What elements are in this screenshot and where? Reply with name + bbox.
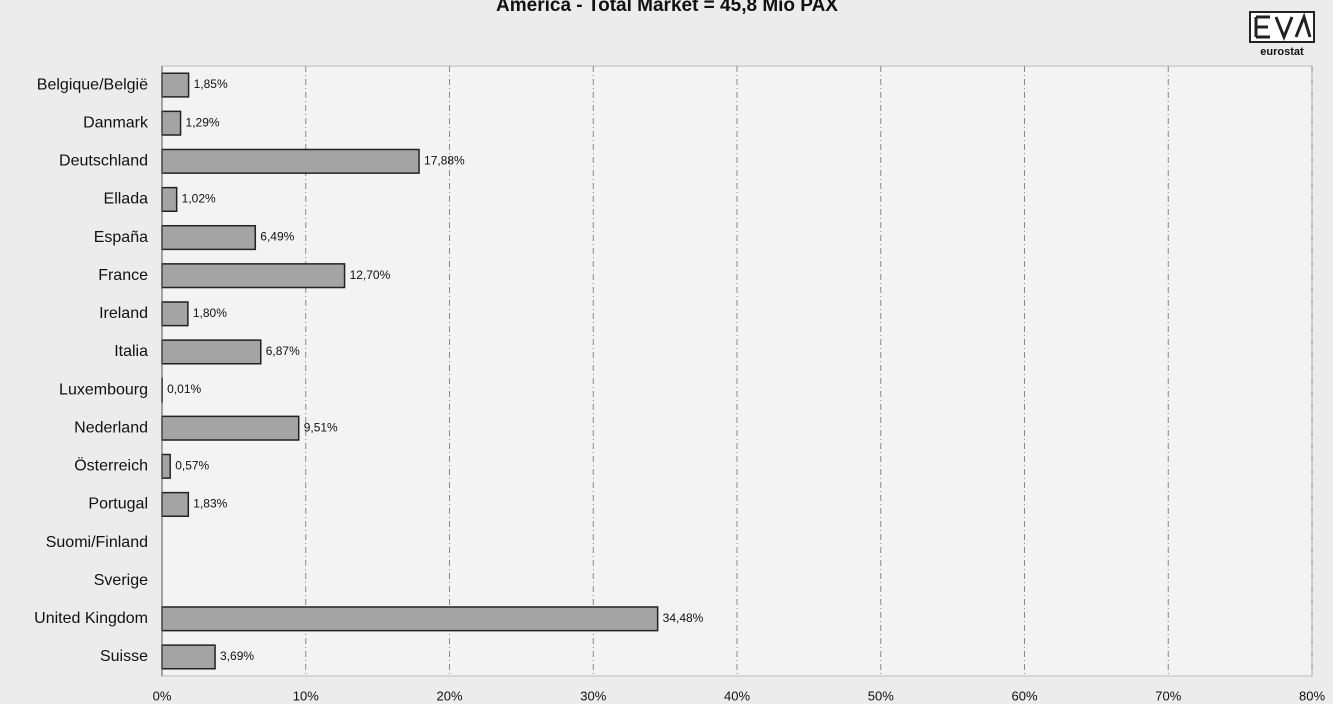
- bar: [161, 339, 262, 365]
- x-tick-label: 50%: [868, 688, 894, 703]
- x-tick-label: 80%: [1299, 688, 1325, 703]
- x-tick-label: 70%: [1155, 688, 1181, 703]
- y-tick-label: Ellada: [104, 191, 149, 208]
- y-tick-label: Italia: [114, 343, 148, 360]
- logo-mark: [1254, 12, 1312, 42]
- y-tick-label: Suisse: [100, 648, 148, 665]
- y-tick-label: Danmark: [83, 114, 149, 131]
- value-label: 3,69%: [220, 649, 254, 663]
- y-tick-label: Ireland: [99, 305, 148, 322]
- value-label: 6,49%: [260, 230, 294, 244]
- y-tick-label: España: [94, 229, 148, 246]
- chart-title: America - Total Market = 45,8 Mio PAX: [496, 0, 838, 16]
- x-tick-label: 30%: [580, 688, 606, 703]
- value-label: 0,01%: [167, 382, 201, 396]
- y-tick-label: France: [98, 267, 148, 284]
- bar: [161, 491, 190, 518]
- y-tick-label: United Kingdom: [34, 610, 148, 627]
- logo: eurostat: [1249, 11, 1315, 58]
- value-label: 9,51%: [304, 420, 338, 434]
- value-label: 1,83%: [193, 497, 227, 511]
- x-tick-label: 60%: [1011, 688, 1037, 703]
- y-tick-label: Belgique/België: [37, 76, 148, 93]
- value-label: 1,85%: [194, 77, 228, 91]
- bar: [161, 606, 659, 632]
- value-label: 34,48%: [663, 611, 704, 625]
- bar: [161, 263, 346, 289]
- bar: [161, 224, 257, 251]
- value-label: 1,02%: [182, 192, 216, 206]
- value-label: 1,29%: [186, 115, 220, 129]
- bar: [161, 453, 171, 479]
- bar: [161, 644, 216, 670]
- bar: [161, 110, 182, 136]
- y-tick-label: Portugal: [88, 496, 148, 513]
- bar: [161, 301, 189, 327]
- bar: [161, 148, 420, 174]
- logo-text: eurostat: [1260, 46, 1304, 58]
- y-tick-label: Sverige: [94, 572, 148, 589]
- value-label: 0,57%: [175, 458, 209, 472]
- y-tick-label: Suomi/Finland: [46, 534, 148, 551]
- x-tick-label: 0%: [153, 688, 172, 703]
- y-tick-label: Deutschland: [59, 153, 148, 170]
- y-tick-label: Luxembourg: [59, 381, 148, 398]
- x-tick-label: 40%: [724, 688, 750, 703]
- bar: [161, 415, 300, 441]
- value-label: 1,80%: [193, 306, 227, 320]
- value-label: 12,70%: [350, 268, 391, 282]
- x-tick-label: 20%: [436, 688, 462, 703]
- y-tick-label: Nederland: [74, 419, 148, 436]
- bar: [161, 186, 178, 213]
- value-label: 6,87%: [266, 344, 300, 358]
- x-tick-label: 10%: [293, 688, 319, 703]
- y-tick-label: Österreich: [74, 457, 148, 475]
- bar: [161, 72, 190, 98]
- value-label: 17,88%: [424, 153, 465, 167]
